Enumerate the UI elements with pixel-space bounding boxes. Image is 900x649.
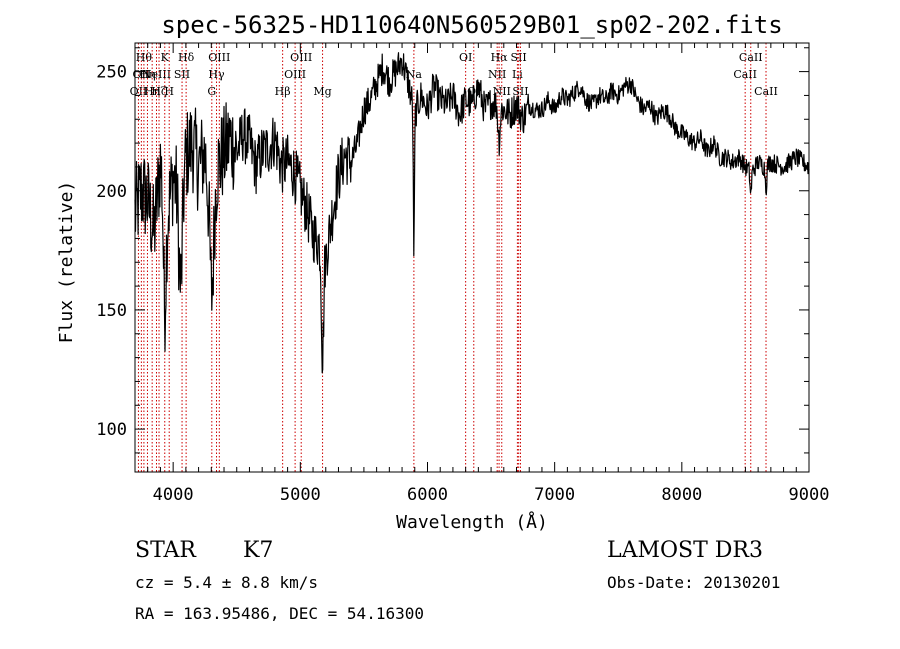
spectrum-line [134,52,810,374]
object-subclass: K7 [243,538,274,563]
line-marker-label: NII [488,68,506,81]
chart-title: spec-56325-HD110640N560529B01_sp02-202.f… [161,11,782,39]
plot-frame [134,42,810,473]
line-marker-label: OIII [284,68,306,81]
line-marker-label: Hδ [178,51,195,64]
line-marker-label: Li [512,68,523,81]
line-marker-label: OIII [208,51,230,64]
y-tick-label: 150 [96,301,127,321]
line-marker-label: NeIII [142,68,171,81]
line-marker-label: Hη [144,85,160,98]
line-marker-label: CaII [754,85,778,98]
y-tick-label: 250 [96,63,127,83]
spectral-line-markers: OIIOIIHθHηHηNeIIIHζKHSIIHδGHγOIIIHβOIIIO… [130,43,778,472]
line-marker-label: K [161,51,170,64]
object-class: STAR [135,538,196,563]
line-marker-label: Hγ [208,68,225,81]
x-tick-label: 6000 [407,485,448,505]
line-marker-label: Hθ [136,51,153,64]
x-tick-label: 8000 [661,485,702,505]
line-marker-label: NII [493,85,511,98]
line-marker-label: SII [174,68,190,81]
x-axis-label: Wavelength (Å) [396,511,548,533]
y-tick-label: 100 [96,420,127,440]
line-marker-label: Mg [313,85,331,98]
line-marker-label: SII [511,51,527,64]
line-marker-label: H [164,85,174,98]
redshift-value: cz = 5.4 ± 8.8 km/s [135,573,319,592]
coordinates-value: RA = 163.95486, DEC = 54.16300 [135,604,424,623]
x-tick-label: 4000 [153,485,194,505]
x-axis: 4000 5000 6000 7000 8000 9000 [134,43,830,505]
spectrum-series [134,52,810,374]
observation-date: Obs-Date: 20130201 [607,573,781,592]
y-tick-label: 200 [96,182,127,202]
line-marker-label: OIII [290,51,312,64]
line-marker-label: Na [406,68,423,81]
line-marker-label: CaII [733,68,757,81]
line-marker-label: CaII [739,51,763,64]
survey-name: LAMOST DR3 [607,538,763,563]
x-tick-label: 9000 [789,485,830,505]
y-axis-label: Flux (relative) [56,181,77,344]
y-axis: 100 150 200 250 [96,47,809,454]
line-marker-label: G [207,85,216,98]
line-marker-label: OI [459,51,472,64]
line-marker-label: Hζ [151,85,167,98]
line-marker-label: SII [512,85,528,98]
line-marker-label: OII [130,85,148,98]
line-marker-label: Hα [491,51,509,64]
x-tick-label: 5000 [280,485,321,505]
x-tick-label: 7000 [534,485,575,505]
line-marker-label: Hβ [275,85,291,98]
